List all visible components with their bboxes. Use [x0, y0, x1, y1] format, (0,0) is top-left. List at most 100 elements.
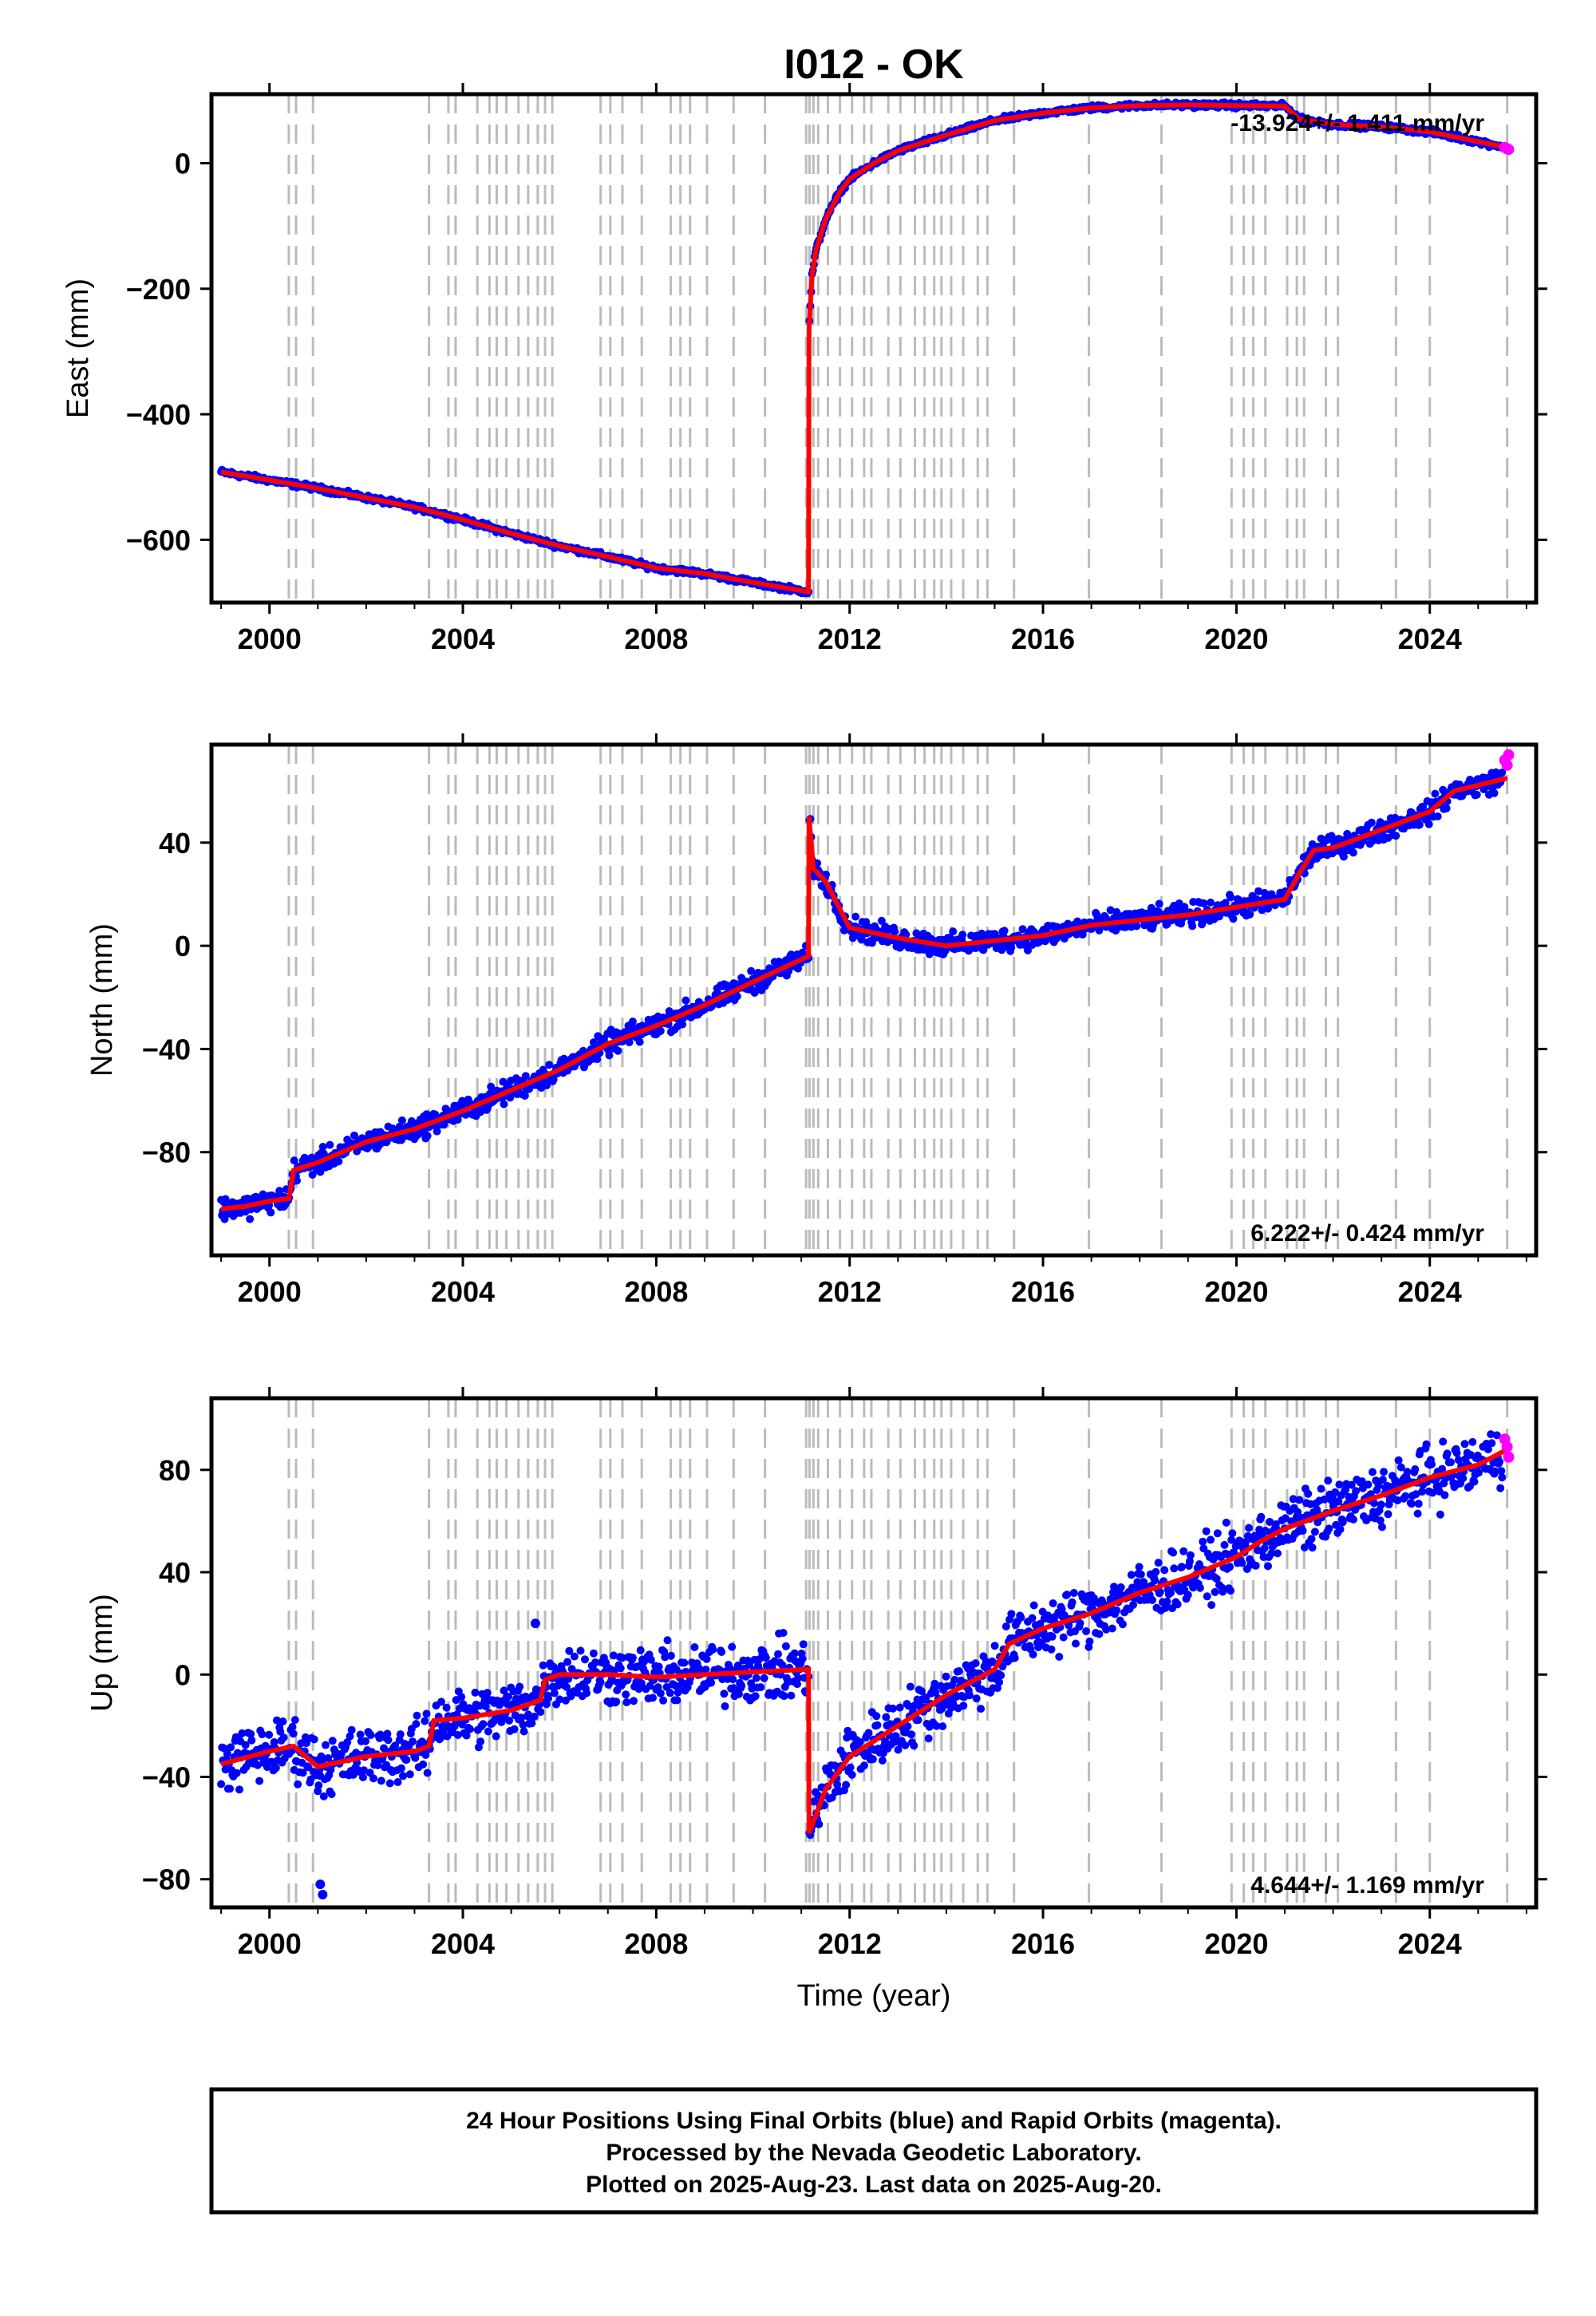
- final-orbit-point: [1010, 1654, 1019, 1662]
- final-orbit-point: [931, 1688, 940, 1697]
- final-orbit-point: [1007, 943, 1016, 952]
- final-orbit-point: [1443, 1449, 1452, 1458]
- rapid-orbit-point: [1503, 144, 1515, 156]
- final-orbit-point: [1415, 820, 1424, 829]
- final-orbit-point: [1266, 1518, 1274, 1526]
- final-orbit-point: [1334, 1497, 1343, 1506]
- final-orbit-point: [891, 1737, 899, 1746]
- x-tick-label: 2016: [1011, 1275, 1075, 1308]
- final-orbit-point: [1028, 1614, 1037, 1622]
- final-orbit-point: [1424, 820, 1433, 828]
- final-orbit-point: [451, 1720, 460, 1729]
- final-orbit-point: [1227, 893, 1235, 902]
- final-orbit-point: [326, 1765, 335, 1774]
- y-tick-label: 40: [159, 1556, 191, 1589]
- final-orbit-point: [1495, 1457, 1504, 1466]
- x-tick-label: 2012: [818, 1275, 882, 1308]
- final-orbit-point: [735, 1690, 743, 1698]
- final-orbit-point: [1454, 1456, 1463, 1464]
- final-orbit-point: [479, 1720, 488, 1729]
- event-lines: [287, 1398, 1509, 1907]
- final-orbit-point: [1102, 1625, 1111, 1634]
- final-orbit-point: [304, 1763, 313, 1772]
- final-orbit-point: [433, 1127, 441, 1136]
- x-tick-label: 2024: [1398, 1275, 1462, 1308]
- final-orbit-point: [614, 1046, 622, 1055]
- x-tick-label: 2024: [1398, 1927, 1462, 1960]
- final-orbit-point: [483, 1689, 492, 1697]
- final-orbit-point: [1438, 1464, 1447, 1473]
- y-tick-label: −40: [142, 1761, 191, 1793]
- final-orbit-point: [656, 1026, 665, 1035]
- final-orbit-point: [616, 1664, 625, 1673]
- model-line: [220, 1447, 1509, 1835]
- final-orbit-point: [1377, 1523, 1386, 1531]
- final-orbit-point: [1380, 1468, 1388, 1476]
- final-orbit-point: [1491, 1467, 1499, 1476]
- final-orbit-point: [1289, 1495, 1298, 1504]
- final-orbit-point: [314, 1781, 323, 1790]
- final-orbit-point: [1384, 1510, 1393, 1519]
- rapid-orbit-point: [1501, 1441, 1513, 1452]
- final-orbit-point: [1440, 1491, 1449, 1500]
- final-orbit-point: [421, 1751, 430, 1759]
- final-orbit-point: [1152, 1567, 1160, 1576]
- final-orbit-point: [878, 1757, 887, 1765]
- final-orbit-point: [1428, 1460, 1436, 1468]
- final-orbit-point: [673, 1696, 681, 1705]
- final-orbit-point: [1178, 1563, 1186, 1571]
- y-tick-label: 0: [175, 930, 191, 962]
- final-orbit-points: [217, 768, 1507, 1223]
- final-orbit-point: [938, 1722, 947, 1731]
- final-orbit-point: [1108, 1624, 1116, 1633]
- final-orbit-point: [780, 1692, 788, 1701]
- final-orbit-point: [1160, 1566, 1169, 1575]
- final-orbit-point: [1082, 1627, 1091, 1635]
- final-orbit-point: [901, 1741, 910, 1749]
- final-orbit-point: [1085, 1637, 1094, 1646]
- final-orbit-point: [549, 1075, 558, 1084]
- final-orbit-point: [747, 966, 756, 975]
- final-orbit-points: [217, 1430, 1507, 1899]
- final-orbit-point: [1254, 887, 1262, 895]
- final-orbit-point: [954, 1667, 963, 1675]
- final-orbit-point: [1055, 1653, 1064, 1661]
- final-orbit-point: [413, 1711, 421, 1720]
- final-orbit-point: [1407, 1500, 1416, 1508]
- final-orbit-point: [393, 1778, 402, 1786]
- final-orbit-point: [720, 1690, 729, 1698]
- plot-frame: [209, 742, 1539, 1258]
- final-orbit-point: [662, 1683, 671, 1691]
- final-orbit-point: [318, 1143, 327, 1151]
- final-orbit-point: [1255, 1525, 1264, 1534]
- final-orbit-point: [774, 1650, 782, 1658]
- final-orbit-point: [289, 1729, 298, 1738]
- final-orbit-point: [1219, 1587, 1227, 1596]
- final-orbit-point: [930, 1679, 939, 1688]
- final-orbit-point: [565, 1646, 574, 1655]
- y-tick-label: 0: [175, 1658, 191, 1691]
- plot-frame: [209, 1396, 1539, 1910]
- final-orbit-point: [881, 1737, 890, 1746]
- final-orbit-point: [1403, 1468, 1412, 1476]
- final-orbit-point: [1335, 1480, 1344, 1489]
- final-orbit-point: [1496, 1484, 1505, 1492]
- final-orbit-point: [972, 1694, 981, 1703]
- final-orbit-point: [481, 1702, 490, 1711]
- final-orbit-point: [1487, 1439, 1496, 1448]
- final-orbit-point: [794, 1674, 803, 1682]
- final-orbit-point: [397, 1764, 405, 1773]
- final-orbit-point: [539, 1661, 547, 1670]
- final-orbit-point: [466, 1725, 474, 1733]
- final-orbit-point: [391, 1741, 400, 1750]
- final-orbit-point: [290, 1156, 298, 1165]
- final-orbit-point: [1418, 1488, 1426, 1496]
- final-orbit-point: [781, 1642, 790, 1650]
- final-orbit-point: [247, 1736, 256, 1745]
- final-orbit-point: [1298, 1527, 1307, 1535]
- final-orbit-point: [1487, 1430, 1495, 1439]
- final-orbit-point: [1036, 1619, 1045, 1628]
- y-tick-label: −40: [142, 1033, 191, 1065]
- final-orbit-point: [1257, 1512, 1266, 1521]
